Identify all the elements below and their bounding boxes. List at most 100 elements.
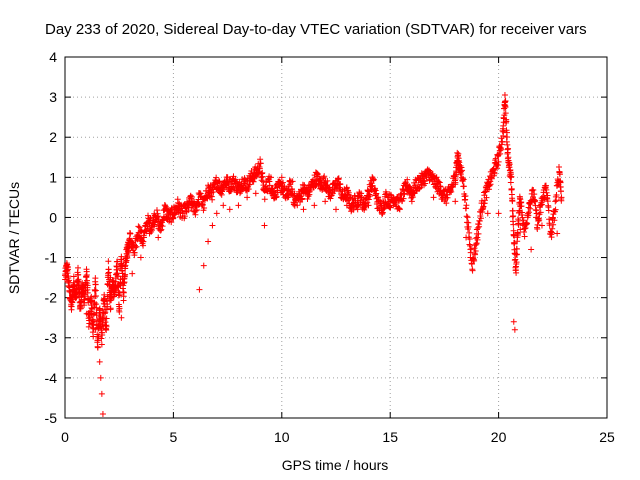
data-point (129, 270, 136, 277)
data-point (518, 203, 525, 210)
data-point (261, 222, 268, 229)
data-point (502, 98, 509, 105)
data-point (474, 236, 481, 243)
grid (65, 57, 607, 418)
data-point (163, 206, 170, 213)
data-point (201, 204, 208, 211)
data-point (510, 212, 517, 219)
data-point (250, 178, 257, 185)
data-point (192, 207, 199, 214)
data-point (92, 287, 99, 294)
data-point (121, 279, 128, 286)
data-point (244, 194, 251, 201)
data-point (495, 210, 502, 217)
data-point (209, 222, 216, 229)
data-point (92, 293, 99, 300)
data-point (84, 282, 91, 289)
data-point (346, 194, 353, 201)
data-point (502, 110, 509, 117)
data-point (533, 210, 540, 217)
data-point (511, 232, 518, 239)
data-point (476, 218, 483, 225)
data-point (501, 91, 508, 98)
data-point (99, 332, 106, 339)
x-tick-label: 5 (170, 429, 178, 445)
data-point (472, 251, 479, 258)
data-point (513, 259, 520, 266)
chart-title: Day 233 of 2020, Sidereal Day-to-day VTE… (45, 21, 587, 38)
y-axis-label: SDTVAR / TECUs (6, 182, 22, 294)
data-point (521, 233, 528, 240)
x-axis: 0 5 10 15 20 25 (61, 57, 615, 445)
data-point (271, 188, 278, 195)
data-point (172, 210, 179, 217)
data-point (140, 234, 147, 241)
x-tick-label: 25 (599, 429, 615, 445)
data-point (155, 234, 162, 241)
data-point (549, 225, 556, 232)
data-point (531, 191, 538, 198)
data-point (373, 190, 380, 197)
data-point (370, 176, 377, 183)
data-point (322, 198, 329, 205)
data-point (524, 220, 531, 227)
data-point (364, 187, 371, 194)
data-point (167, 209, 174, 216)
data-point (119, 262, 126, 269)
data-point (503, 118, 510, 125)
plot-frame (64, 56, 608, 419)
data-point (365, 196, 372, 203)
data-point (481, 197, 488, 204)
data-point (315, 173, 322, 180)
data-point (376, 197, 383, 204)
data-point (118, 256, 125, 263)
data-point (70, 273, 77, 280)
data-point (220, 202, 227, 209)
data-point (311, 202, 318, 209)
data-point (504, 134, 511, 141)
data-point (462, 192, 469, 199)
data-point (213, 174, 220, 181)
data-point (116, 291, 123, 298)
x-tick-label: 15 (382, 429, 398, 445)
data-point (508, 173, 515, 180)
data-point (452, 198, 459, 205)
data-point (86, 320, 93, 327)
y-tick-label: 2 (49, 129, 57, 145)
y-tick-label: 3 (49, 89, 57, 105)
data-point (525, 209, 532, 216)
data-point (468, 246, 475, 253)
data-point (443, 200, 450, 207)
data-point (132, 244, 139, 251)
data-point (115, 292, 122, 299)
data-point (337, 181, 344, 188)
data-point (88, 293, 95, 300)
data-point (258, 177, 265, 184)
data-point (213, 210, 220, 217)
data-point (558, 194, 565, 201)
data-point (193, 207, 200, 214)
data-point (158, 226, 165, 233)
data-point (519, 214, 526, 221)
data-point (131, 249, 138, 256)
data-point (294, 202, 301, 209)
data-point (433, 174, 440, 181)
data-point (259, 178, 266, 185)
data-point (387, 202, 394, 209)
data-point (509, 198, 516, 205)
data-point (459, 167, 466, 174)
data-point (140, 238, 147, 245)
data-point (379, 209, 386, 216)
data-point (127, 230, 134, 237)
data-point (103, 315, 110, 322)
data-point (466, 229, 473, 236)
data-point (491, 170, 498, 177)
x-tick-label: 0 (61, 429, 69, 445)
data-point (521, 225, 528, 232)
data-point (92, 326, 99, 333)
data-point (105, 258, 112, 265)
data-point (513, 246, 520, 253)
data-point (505, 145, 512, 152)
data-point (343, 184, 350, 191)
data-point (545, 207, 552, 214)
